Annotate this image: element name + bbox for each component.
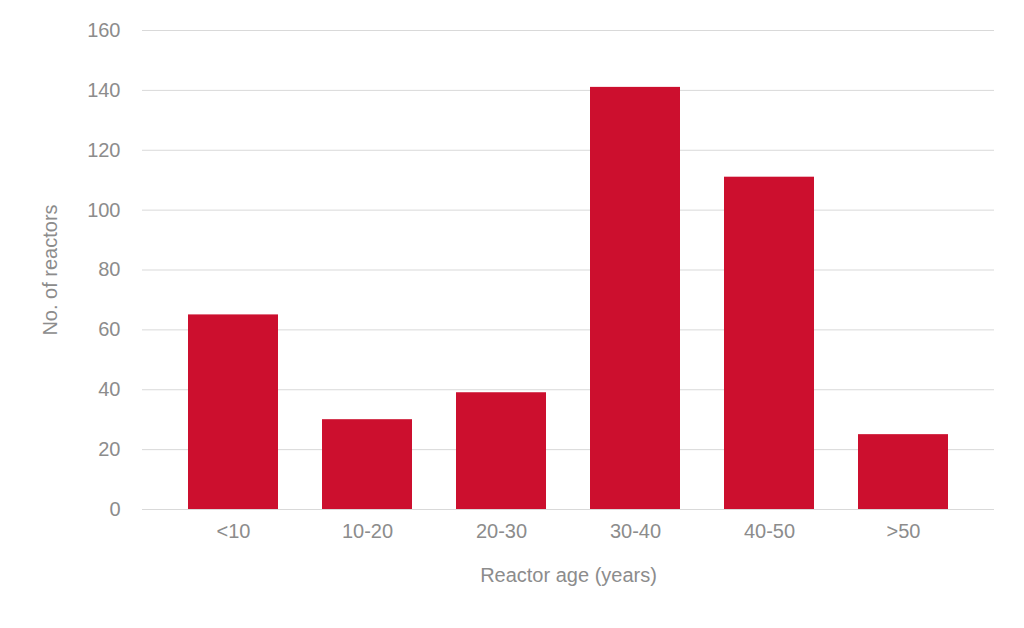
svg-text:160: 160 — [87, 19, 120, 41]
svg-text:40-50: 40-50 — [744, 520, 795, 542]
svg-text:80: 80 — [98, 258, 120, 280]
svg-text:30-40: 30-40 — [610, 520, 661, 542]
svg-text:0: 0 — [109, 498, 120, 520]
svg-text:20: 20 — [98, 438, 120, 460]
svg-text:40: 40 — [98, 378, 120, 400]
svg-text:100: 100 — [87, 199, 120, 221]
svg-text:<10: <10 — [217, 520, 251, 542]
svg-text:10-20: 10-20 — [342, 520, 393, 542]
svg-text:60: 60 — [98, 318, 120, 340]
svg-text:>50: >50 — [887, 520, 921, 542]
svg-text:No. of reactors: No. of reactors — [39, 204, 61, 335]
svg-text:140: 140 — [87, 79, 120, 101]
svg-text:120: 120 — [87, 139, 120, 161]
svg-text:Reactor age (years): Reactor age (years) — [480, 564, 657, 586]
svg-text:20-30: 20-30 — [476, 520, 527, 542]
